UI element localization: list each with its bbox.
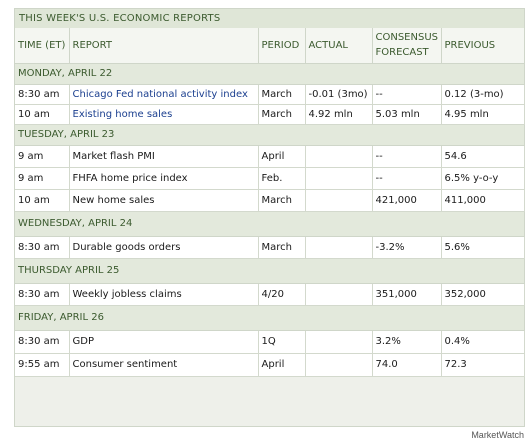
- header-row: TIME (ET) REPORT PERIOD ACTUAL CONSENSUS…: [15, 28, 524, 64]
- day-header: WEDNESDAY, APRIL 24: [15, 211, 524, 237]
- cell-time: 8:30 am: [15, 283, 70, 306]
- day-label: WEDNESDAY, APRIL 24: [15, 211, 524, 237]
- day-label: THURSDAY APRIL 25: [15, 258, 524, 284]
- cell-previous: 72.3: [441, 353, 525, 377]
- cell-time: 9 am: [15, 145, 70, 168]
- table-row: 8:30 am Durable goods orders March -3.2% 5.6…: [15, 236, 525, 259]
- day-header: THURSDAY APRIL 25: [15, 258, 524, 284]
- table-row: 10 am New home sales March 421,000 411,000: [15, 189, 525, 212]
- cell-actual: [305, 353, 373, 377]
- cell-time: 8:30 am: [15, 330, 70, 354]
- consensus-line1: CONSENSUS: [375, 32, 439, 44]
- day-header: FRIDAY, APRIL 26: [15, 305, 524, 331]
- col-previous-header: PREVIOUS: [441, 28, 524, 64]
- table-row: 8:30 am Chicago Fed national activity ind…: [15, 84, 525, 105]
- cell-actual: 4.92 mln: [305, 104, 373, 125]
- cell-consensus: -3.2%: [372, 236, 442, 259]
- cell-previous: 411,000: [441, 189, 525, 212]
- cell-report: Weekly jobless claims: [69, 283, 259, 306]
- table-row: 10 am Existing home sales March 4.92 mln 5.0…: [15, 104, 525, 125]
- cell-previous: 0.4%: [441, 330, 525, 354]
- cell-time: 10 am: [15, 104, 70, 125]
- cell-consensus: 421,000: [372, 189, 442, 212]
- cell-time: 9 am: [15, 167, 70, 190]
- col-consensus-header: CONSENSUS FORECAST: [372, 28, 442, 64]
- table-row: 8:30 am Weekly jobless claims 4/20 351,000 3…: [15, 283, 525, 306]
- cell-previous: 54.6: [441, 145, 525, 168]
- cell-report: Chicago Fed national activity index: [69, 84, 259, 105]
- cell-previous: 352,000: [441, 283, 525, 306]
- day-label: TUESDAY, APRIL 23: [15, 124, 524, 146]
- cell-previous: 5.6%: [441, 236, 525, 259]
- cell-time: 8:30 am: [15, 236, 70, 259]
- cell-period: 4/20: [258, 283, 306, 306]
- cell-consensus: 351,000: [372, 283, 442, 306]
- cell-consensus: 3.2%: [372, 330, 442, 354]
- cell-actual: [305, 145, 373, 168]
- table-row: 9 am FHFA home price index Feb. -- 6.5% y-o-…: [15, 167, 525, 190]
- cell-consensus: 5.03 mln: [372, 104, 442, 125]
- table-row: 9:55 am Consumer sentiment April 74.0 72.3: [15, 353, 525, 377]
- cell-period: March: [258, 189, 306, 212]
- cell-time: 9:55 am: [15, 353, 70, 377]
- cell-report: GDP: [69, 330, 259, 354]
- cell-period: 1Q: [258, 330, 306, 354]
- day-label: FRIDAY, APRIL 26: [15, 305, 524, 331]
- cell-time: 10 am: [15, 189, 70, 212]
- cell-period: April: [258, 353, 306, 377]
- cell-actual: [305, 283, 373, 306]
- cell-report: Market flash PMI: [69, 145, 259, 168]
- cell-period: March: [258, 104, 306, 125]
- report-link[interactable]: Existing home sales: [72, 108, 173, 120]
- cell-consensus: --: [372, 167, 442, 190]
- cell-report: FHFA home price index: [69, 167, 259, 190]
- cell-actual: -0.01 (3mo): [305, 84, 373, 105]
- cell-report: Durable goods orders: [69, 236, 259, 259]
- col-report-header: REPORT: [69, 28, 259, 64]
- cell-actual: [305, 167, 373, 190]
- cell-consensus: --: [372, 145, 442, 168]
- col-period-header: PERIOD: [258, 28, 306, 64]
- table-row: 8:30 am GDP 1Q 3.2% 0.4%: [15, 330, 525, 354]
- table-footer: [15, 400, 524, 426]
- day-header: TUESDAY, APRIL 23: [15, 124, 524, 146]
- panel-title: THIS WEEK'S U.S. ECONOMIC REPORTS: [15, 9, 524, 28]
- cell-actual: [305, 330, 373, 354]
- report-link[interactable]: Chicago Fed national activity index: [72, 88, 248, 100]
- cell-report: Existing home sales: [69, 104, 259, 125]
- cell-consensus: 74.0: [372, 353, 442, 377]
- cell-period: March: [258, 236, 306, 259]
- cell-period: Feb.: [258, 167, 306, 190]
- cell-actual: [305, 236, 373, 259]
- cell-report: Consumer sentiment: [69, 353, 259, 377]
- economic-reports-table: TIME (ET) REPORT PERIOD ACTUAL CONSENSUS…: [15, 28, 525, 377]
- cell-previous: 6.5% y-o-y: [441, 167, 525, 190]
- cell-time: 8:30 am: [15, 84, 70, 105]
- cell-previous: 0.12 (3-mo): [441, 84, 525, 105]
- col-actual-header: ACTUAL: [305, 28, 373, 64]
- cell-period: March: [258, 84, 306, 105]
- cell-previous: 4.95 mln: [441, 104, 525, 125]
- cell-consensus: --: [372, 84, 442, 105]
- cell-report: New home sales: [69, 189, 259, 212]
- col-time-header: TIME (ET): [15, 28, 70, 64]
- consensus-line2: FORECAST: [375, 47, 429, 59]
- source-credit: MarketWatch: [471, 430, 524, 440]
- table-row: 9 am Market flash PMI April -- 54.6: [15, 145, 525, 168]
- cell-actual: [305, 189, 373, 212]
- cell-period: April: [258, 145, 306, 168]
- day-label: MONDAY, APRIL 22: [15, 63, 524, 85]
- day-header: MONDAY, APRIL 22: [15, 63, 524, 85]
